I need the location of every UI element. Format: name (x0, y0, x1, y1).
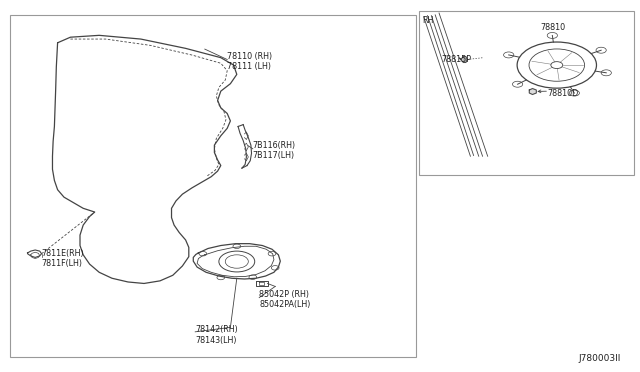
Text: 78110 (RH)
78111 (LH): 78110 (RH) 78111 (LH) (227, 52, 273, 71)
Text: J780003II: J780003II (579, 354, 621, 363)
Text: 85042P (RH)
85042PA(LH): 85042P (RH) 85042PA(LH) (259, 290, 310, 309)
Text: 78815P: 78815P (442, 55, 472, 64)
Text: 7811E(RH)
7811F(LH): 7811E(RH) 7811F(LH) (42, 249, 84, 268)
Text: RH: RH (422, 16, 434, 25)
Text: 78810D: 78810D (547, 89, 579, 97)
Text: 7B116(RH)
7B117(LH): 7B116(RH) 7B117(LH) (253, 141, 296, 160)
Bar (419, 11, 634, 175)
Text: 78142(RH)
78143(LH): 78142(RH) 78143(LH) (195, 325, 238, 344)
Polygon shape (529, 89, 536, 94)
Polygon shape (463, 58, 467, 61)
Polygon shape (460, 57, 467, 62)
Text: 78810: 78810 (541, 23, 566, 32)
Bar (10, 15, 416, 357)
